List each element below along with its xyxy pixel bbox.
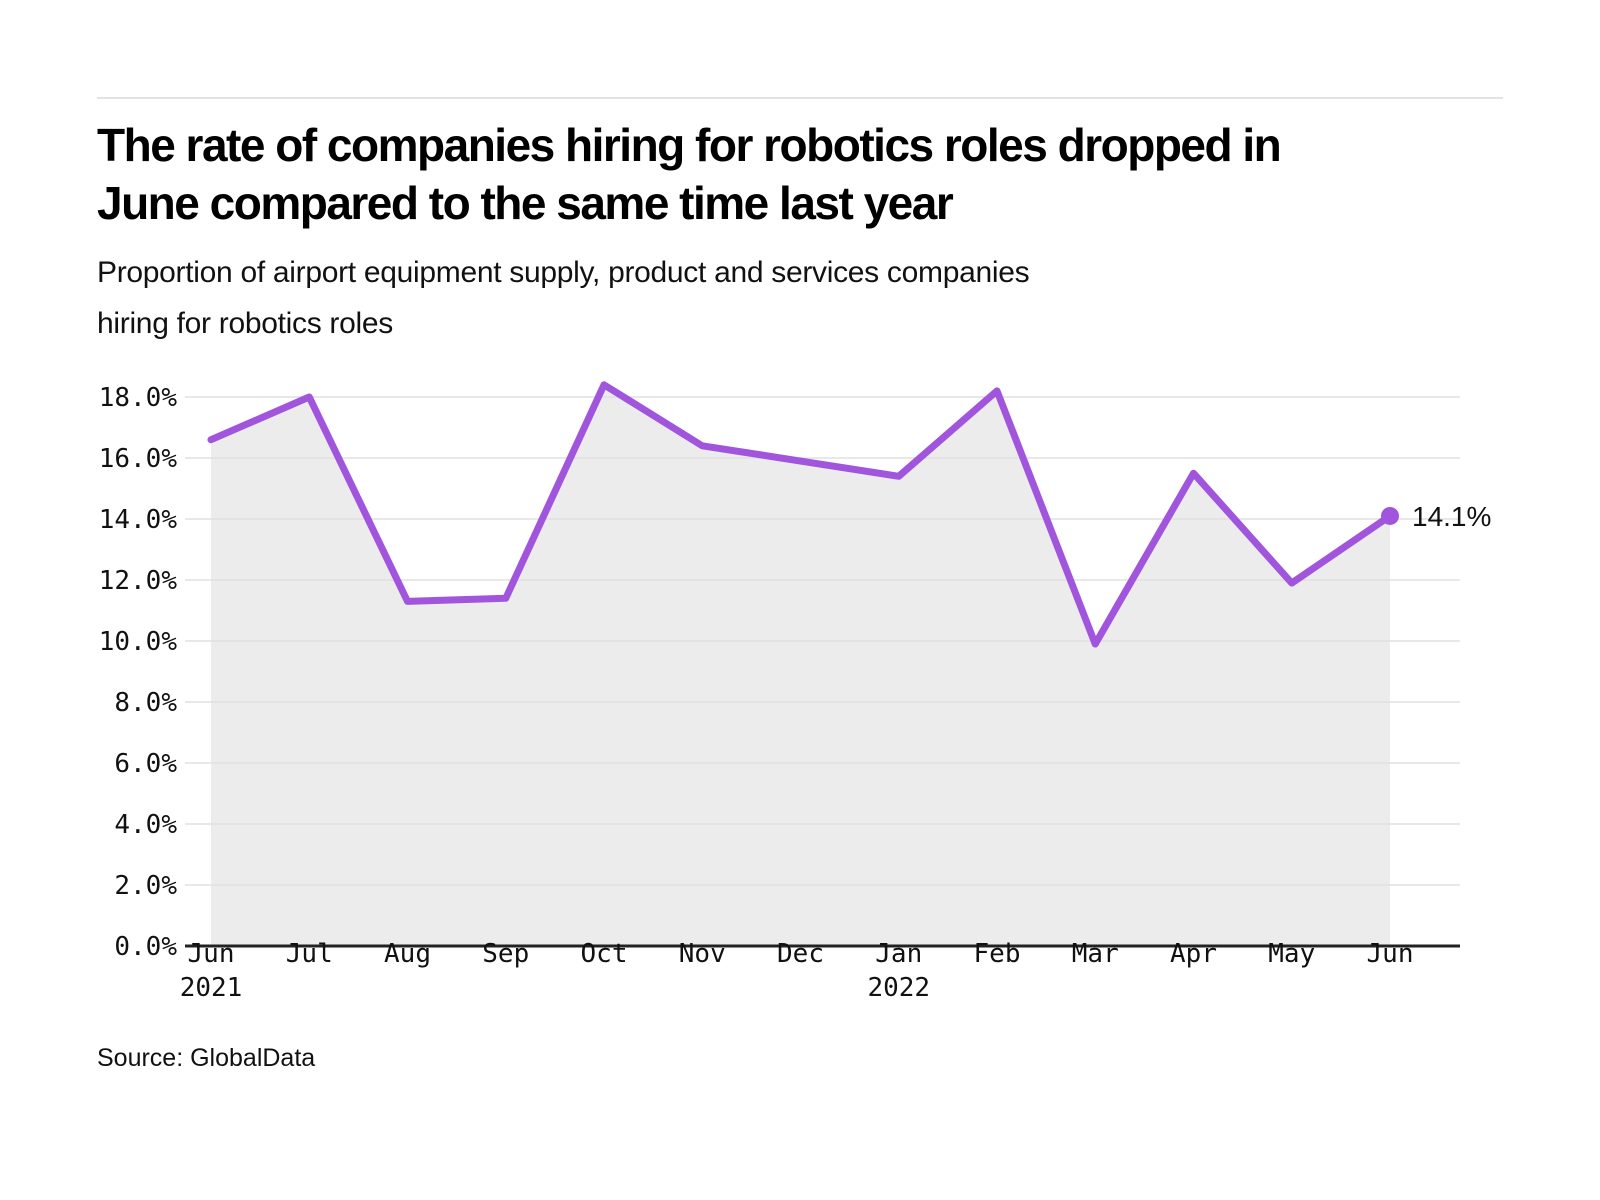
y-tick-label: 8.0% <box>114 688 177 718</box>
x-tick-label: Aug <box>384 939 431 969</box>
source-attribution: Source: GlobalData <box>97 1044 316 1072</box>
x-tick-label: Oct <box>581 939 628 969</box>
end-value-label: 14.1% <box>1412 501 1491 532</box>
y-tick-label: 12.0% <box>99 566 178 596</box>
x-tick-label: Jun <box>1367 939 1414 969</box>
chart-subtitle: Proportion of airport equipment supply, … <box>97 247 1497 349</box>
line-chart: 0.0% 2.0% 4.0% 6.0% 8.0% 10.0% 12.0% 14.0% 16.0%… <box>99 381 1491 1003</box>
page-title: The rate of companies hiring for robotic… <box>97 116 1497 232</box>
area-fill <box>211 384 1390 946</box>
data-line <box>207 381 1394 648</box>
y-tick-label: 2.0% <box>114 871 177 901</box>
x-tick-label: Jul <box>286 939 333 969</box>
x-tick-label: Jun <box>188 939 235 969</box>
top-divider <box>97 97 1503 99</box>
x-tick-label: Nov <box>679 939 726 969</box>
x-tick-label: Jan <box>875 939 922 969</box>
x-year-label: 2022 <box>867 973 930 1003</box>
chart-subtitle-line-2: hiring for robotics roles <box>97 307 393 340</box>
x-tick-label: May <box>1268 939 1315 969</box>
page-title-line-1: The rate of companies hiring for robotic… <box>97 119 1282 171</box>
page-title-line-2: June compared to the same time last year <box>97 177 954 229</box>
y-tick-label: 16.0% <box>99 444 178 474</box>
x-tick-label: Sep <box>482 939 529 969</box>
y-tick-label: 0.0% <box>114 932 177 962</box>
x-tick-label: Feb <box>974 939 1021 969</box>
chart-subtitle-line-1: Proportion of airport equipment supply, … <box>97 256 1030 289</box>
x-tick-label: Mar <box>1072 939 1119 969</box>
y-tick-label: 14.0% <box>99 505 178 535</box>
x-tick-label: Apr <box>1170 939 1217 969</box>
y-tick-label: 10.0% <box>99 627 178 657</box>
y-tick-label: 4.0% <box>114 810 177 840</box>
chart-figure: 0.0% 2.0% 4.0% 6.0% 8.0% 10.0% 12.0% 14.0% 16.0%… <box>97 355 1503 1055</box>
x-year-label: 2021 <box>180 973 243 1003</box>
end-point-marker <box>1381 506 1399 525</box>
y-tick-label: 6.0% <box>114 749 177 779</box>
x-tick-label: Dec <box>777 939 824 969</box>
y-tick-label: 18.0% <box>99 383 178 413</box>
